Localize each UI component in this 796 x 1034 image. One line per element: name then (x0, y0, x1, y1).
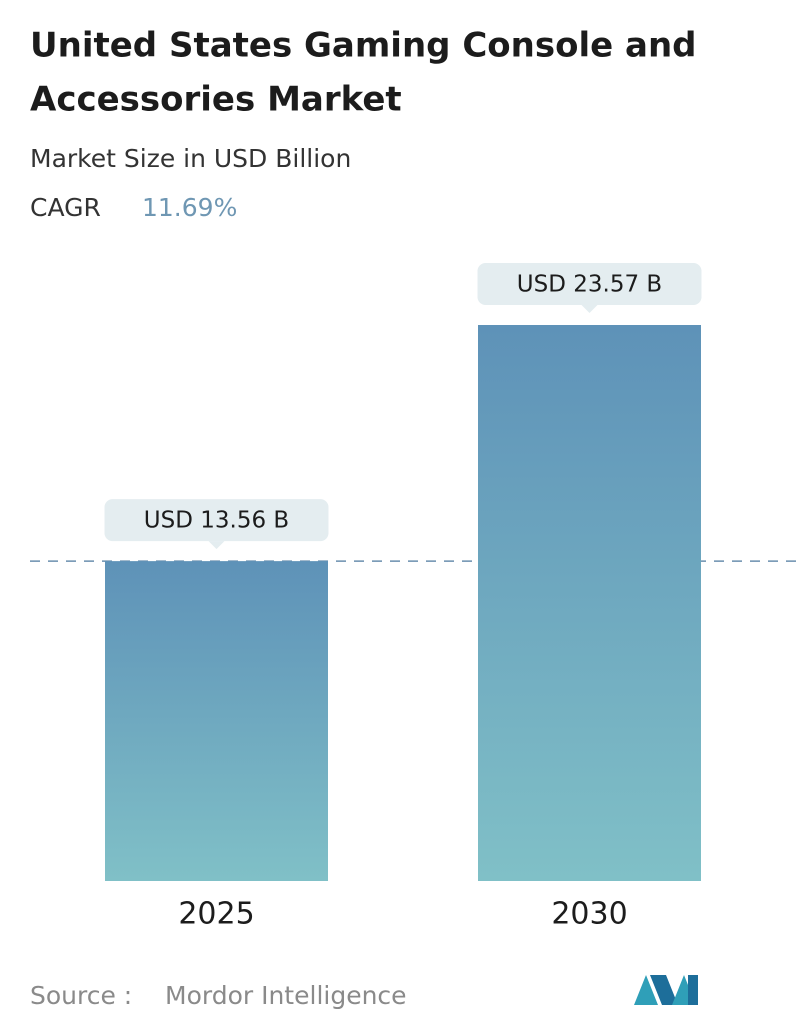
value-label: USD 13.56 B (144, 508, 289, 534)
cagr-label: CAGR (30, 193, 101, 222)
chart-title: United States Gaming Console and (30, 26, 697, 66)
value-label-box (104, 499, 329, 542)
chart-subtitle: Market Size in USD Billion (30, 144, 351, 173)
source: Mordor Intelligence (165, 981, 407, 1010)
cagr-value: 11.69% (142, 193, 237, 222)
value-label-pointer (581, 305, 598, 313)
value-label-box (477, 263, 702, 305)
chart-title: Accessories Market (30, 80, 402, 120)
value-label: USD 23.57 B (517, 272, 662, 298)
x-tick-label: 2025 (178, 897, 254, 932)
source-label: Source : (30, 981, 132, 1010)
value-label-pointer (208, 541, 225, 550)
bar (105, 561, 328, 881)
x-tick-label: 2030 (551, 897, 627, 932)
logo (634, 975, 698, 1005)
bar (478, 325, 701, 881)
